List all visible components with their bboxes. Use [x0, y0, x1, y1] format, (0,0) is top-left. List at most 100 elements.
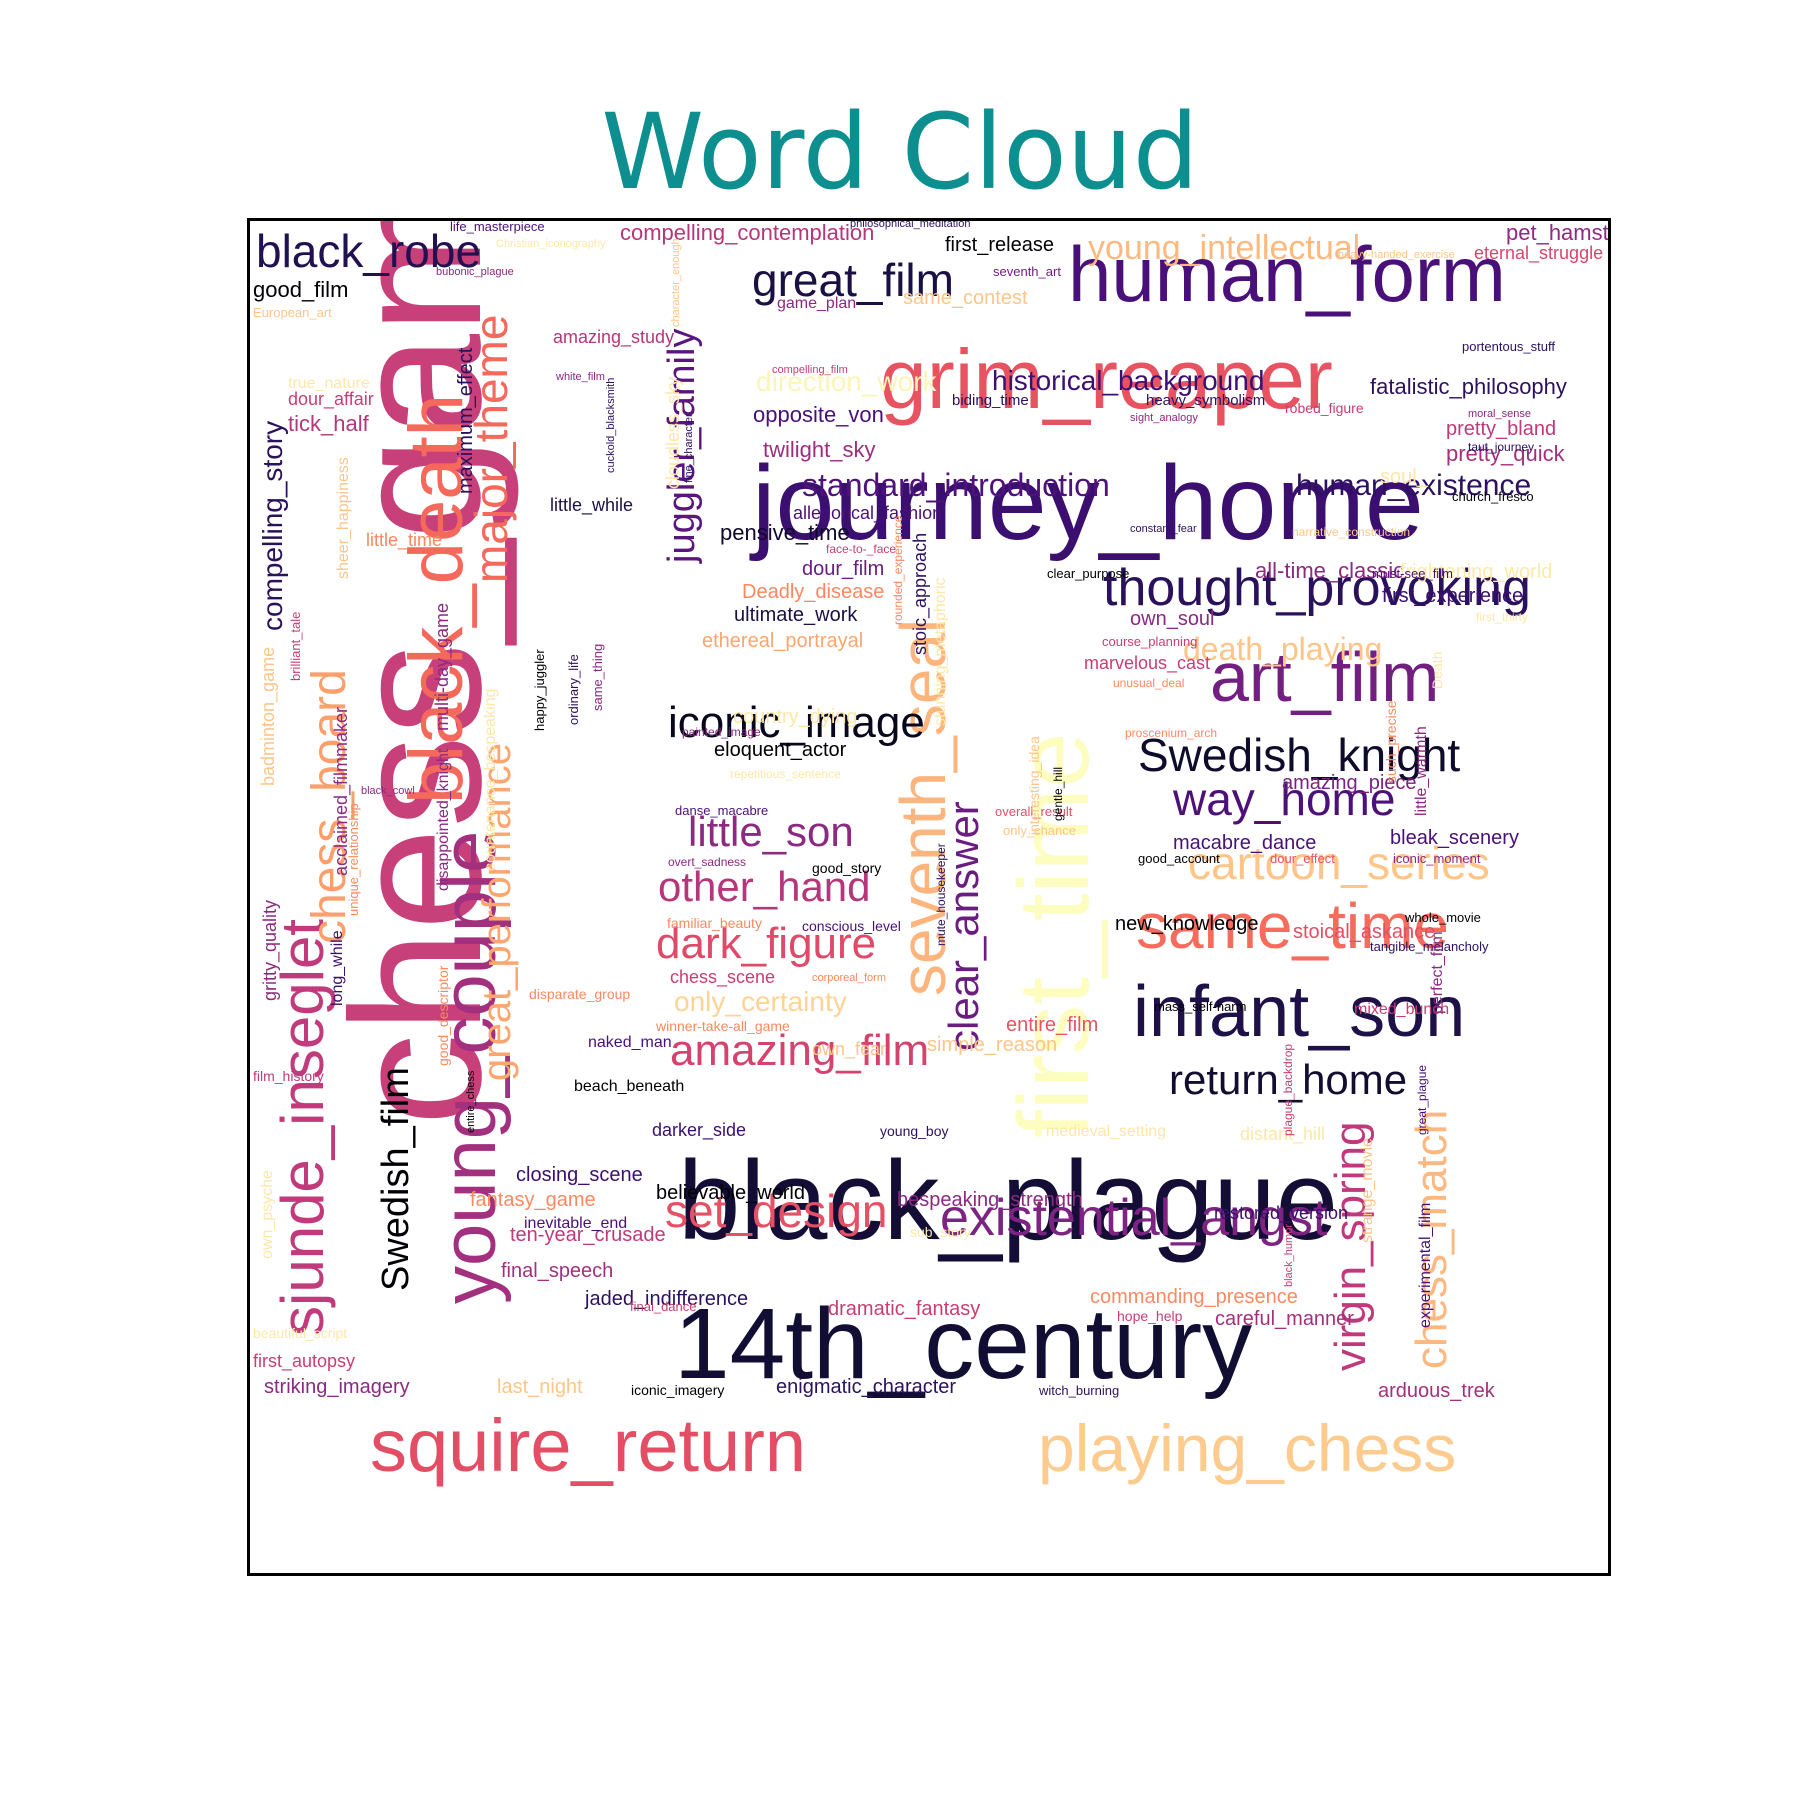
cloud-word: philosophical_meditation — [850, 221, 970, 230]
cloud-word: seventh_art — [993, 264, 1061, 279]
cloud-word: great_plague — [1415, 1065, 1429, 1135]
cloud-word: beautiful_script — [253, 1325, 347, 1341]
cloud-word: human_existence — [1296, 469, 1531, 502]
cloud-word: own_fear — [812, 1039, 886, 1060]
cloud-word: good_descriptor — [435, 965, 451, 1066]
cloud-word: medieval_setting — [1046, 1123, 1166, 1140]
cloud-word: major_theme — [465, 315, 517, 583]
cloud-word: cartoon_series — [1188, 837, 1490, 889]
cloud-word: badminton_game — [258, 647, 279, 786]
cloud-word: entire_chess — [465, 1070, 477, 1133]
cloud-word: mass_self-harm — [1154, 999, 1246, 1014]
cloud-word: church_fresco — [1452, 489, 1534, 504]
cloud-word: seventh_seal — [887, 619, 959, 996]
cloud-word: juggler_family — [661, 329, 703, 564]
cloud-word: only_certainty — [674, 986, 847, 1017]
cloud-word: great_film — [752, 254, 954, 306]
cloud-word: danse_macabre — [675, 803, 768, 818]
cloud-word: pet_hamster — [1506, 221, 1608, 245]
cloud-word: eloquent_actor — [714, 739, 847, 761]
cloud-word: return_home — [1169, 1056, 1407, 1103]
cloud-word: witch_burning — [1038, 1383, 1119, 1398]
cloud-word: dour_affair — [288, 389, 374, 410]
cloud-word: restored_version — [1214, 1203, 1348, 1224]
cloud-word: young_intellectual — [1088, 229, 1360, 267]
word-cloud: chess_game black_plague journey_home 14th_c… — [253, 221, 1608, 1487]
cloud-word: fatalistic_philosophy — [1370, 374, 1567, 399]
cloud-word: gritty_quality — [260, 900, 281, 1001]
cloud-word: direction_work — [756, 366, 938, 397]
cloud-word: European_art — [253, 305, 332, 320]
cloud-word: human_form — [1068, 230, 1506, 318]
cloud-word: little_while — [550, 495, 633, 516]
cloud-word: all-time_classic — [1255, 558, 1404, 583]
cloud-word: 14th_century — [674, 1288, 1252, 1400]
cloud-word: sight_analogy — [1130, 412, 1198, 424]
cloud-word: pretty_bland — [1446, 418, 1556, 440]
cloud-word: sheer_happiness — [335, 457, 352, 579]
cloud-word: new_knowledge — [1115, 913, 1258, 935]
cloud-word: playing_chess — [1038, 1411, 1456, 1485]
cloud-word: good_story — [812, 860, 881, 876]
cloud-word: dour_film — [802, 558, 884, 580]
cloud-word: ethereal_portrayal — [702, 630, 863, 652]
cloud-word: taut_journey — [1468, 440, 1534, 454]
cloud-word: way_home — [1172, 773, 1395, 825]
cloud-word: character_enough — [670, 238, 682, 327]
cloud-word: gentle_hill — [1051, 767, 1065, 821]
cloud-word: pensive_time — [720, 520, 850, 545]
cloud-word: good_account — [1138, 851, 1220, 866]
cloud-word: country_dying — [733, 706, 858, 728]
cloud-word: same_contest — [903, 287, 1028, 309]
cloud-word: stunning_metaphoric — [932, 577, 949, 726]
cloud-word: Deadly_disease — [742, 581, 884, 603]
cloud-word: tick_half — [288, 411, 370, 436]
cloud-word: inevitable_end — [524, 1215, 627, 1232]
cloud-word: painted_image — [682, 725, 761, 739]
cloud-word: little_son — [688, 808, 854, 855]
cloud-word: unusual_deal — [1113, 676, 1184, 690]
cloud-word: striking_imagery — [264, 1376, 410, 1398]
cloud-word: first_thirty — [1476, 610, 1528, 624]
cloud-word: first_autopsy — [253, 1351, 355, 1372]
cloud-word: long_while — [329, 930, 346, 1006]
cloud-word: iconic_imagery — [631, 1382, 724, 1398]
cloud-word: believable_world — [656, 1182, 805, 1204]
cloud-word: stoic_approach — [910, 533, 931, 655]
cloud-word: winner-take-all_game — [655, 1018, 790, 1034]
cloud-word: frightening_world — [1400, 561, 1552, 583]
cloud-word: virgin_spring — [1326, 1122, 1375, 1371]
cloud-word: overt_sadness — [668, 855, 746, 869]
cloud-word: chess_board — [303, 669, 356, 944]
cloud-word: enigmatic_character — [776, 1376, 956, 1398]
cloud-word: entire_film — [1006, 1014, 1098, 1036]
cloud-word: tangible_melancholy — [1370, 939, 1489, 954]
cloud-word: historical_background — [992, 365, 1264, 396]
cloud-word: iconic_image — [668, 698, 925, 747]
cloud-word: overall_result — [995, 804, 1073, 819]
cloud-word: white_film — [555, 371, 605, 383]
cloud-word: great_performance — [475, 743, 519, 1081]
cloud-word: true_nature — [288, 375, 370, 392]
cloud-word: young_boy — [880, 1123, 949, 1139]
cloud-word: heavy-handed_exercise — [1338, 249, 1455, 261]
cloud-word: last_night — [497, 1376, 583, 1398]
cloud-word: set_design — [665, 1185, 888, 1237]
cloud-word: black_humor — [1283, 1224, 1295, 1287]
cloud-word: bespeaking_strength — [897, 1189, 1083, 1211]
cloud-word: soul_ — [1380, 466, 1429, 488]
cloud-word: first_time — [998, 732, 1110, 1138]
cloud-word: squire_return — [370, 1404, 806, 1487]
cloud-word: grim_reaper — [880, 332, 1333, 426]
cloud-word: sub_story — [910, 1224, 971, 1240]
cloud-word: acclaimed_filmmaker — [331, 707, 352, 876]
cloud-word: game_plan — [777, 295, 856, 312]
chart-title: Word Cloud — [601, 91, 1199, 213]
cloud-word: cuckold_blacksmith — [605, 378, 617, 473]
cloud-word: art_film — [1210, 638, 1439, 716]
cloud-word: clear_answer — [940, 801, 987, 1051]
cloud-word: proscenium_arch — [1125, 726, 1217, 740]
word-cloud-frame: chess_game black_plague journey_home 14th_c… — [247, 218, 1611, 1576]
cloud-word: closing_scene — [516, 1164, 643, 1186]
cloud-word: compelling_film — [772, 364, 848, 376]
